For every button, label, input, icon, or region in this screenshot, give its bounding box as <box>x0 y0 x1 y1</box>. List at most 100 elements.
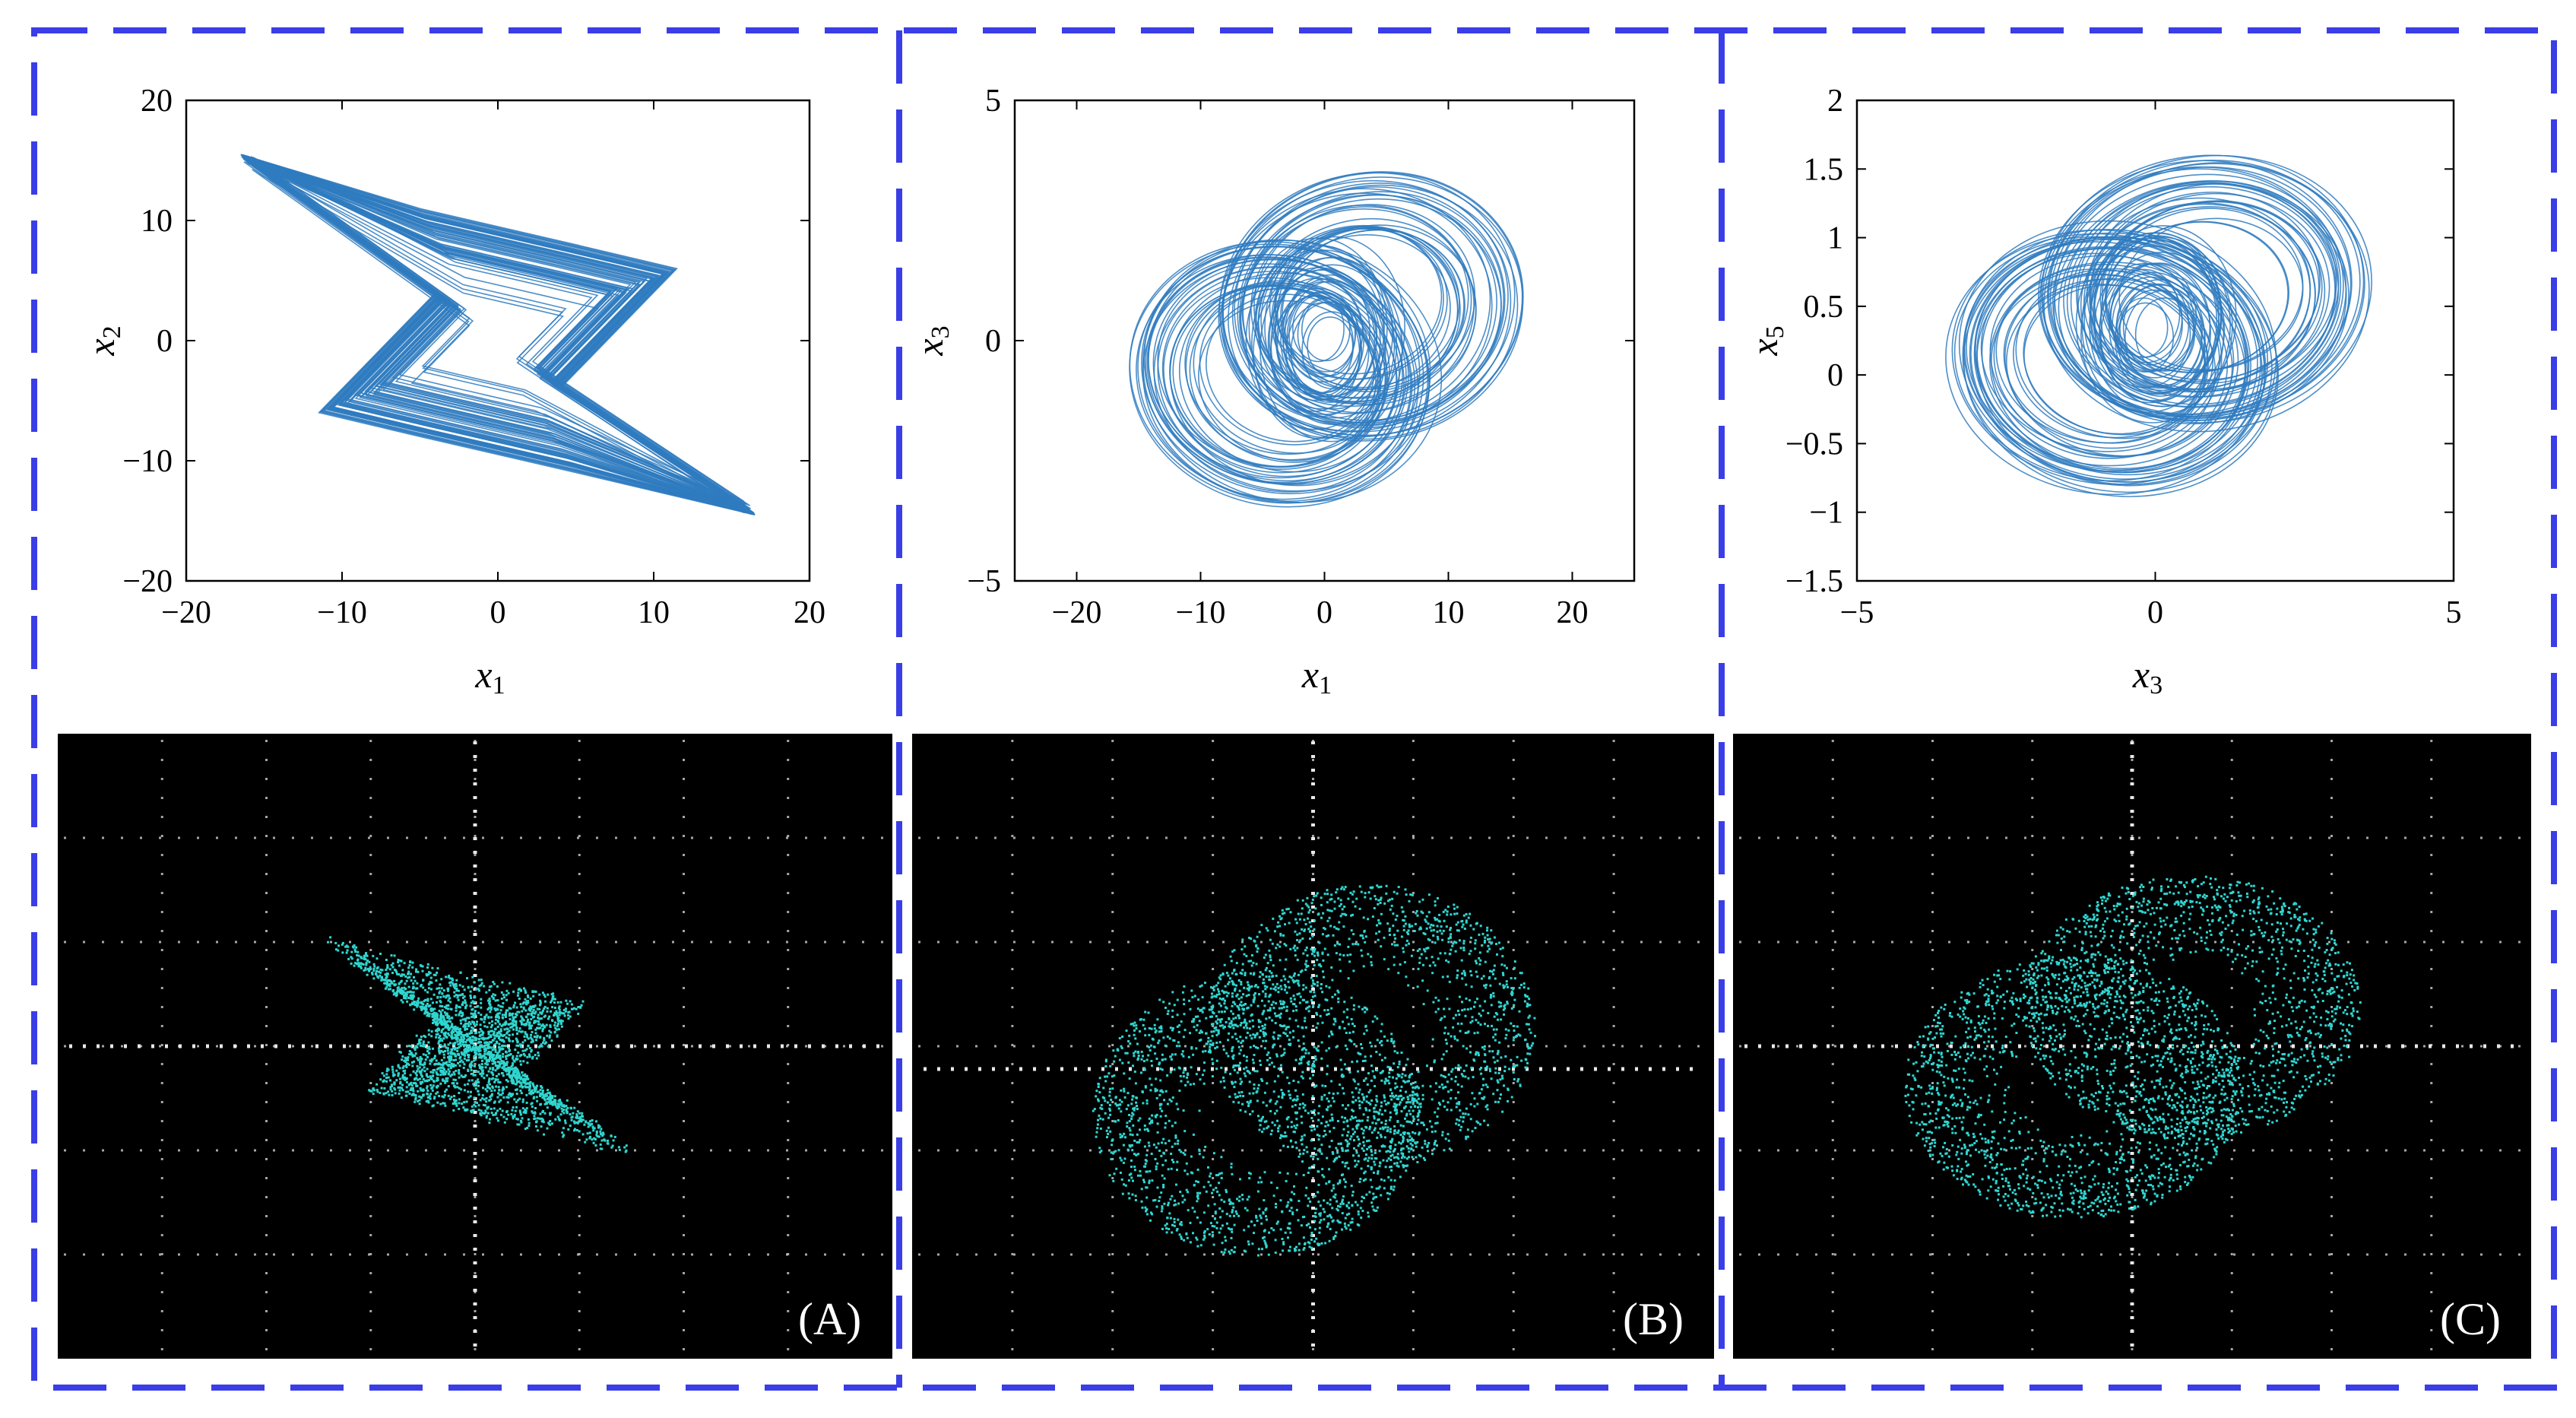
scope-dot <box>1326 953 1329 956</box>
scope-dot <box>416 1070 419 1073</box>
scope-dot <box>459 1010 462 1013</box>
scope-dot <box>1097 1118 1099 1121</box>
scope-dot <box>1107 1116 1110 1119</box>
scope-dot <box>420 1005 423 1008</box>
scope-dot <box>401 1089 404 1092</box>
scope-dot <box>1459 1109 1462 1112</box>
scope-dot <box>445 1035 448 1038</box>
scope-dot <box>1092 1109 1095 1112</box>
scope-dot <box>512 1070 515 1073</box>
scope-dot <box>401 987 404 990</box>
scope-dot <box>478 1064 480 1067</box>
scope-dot <box>421 1080 424 1083</box>
scope-dot <box>484 1104 486 1107</box>
scope-dot <box>548 1096 551 1099</box>
scope-dot <box>1474 1001 1477 1004</box>
scope-dot <box>1439 952 1442 955</box>
scope-dot <box>1118 1103 1121 1106</box>
scope-dot <box>440 1049 443 1052</box>
scope-dot <box>1231 1209 1234 1212</box>
scope-dot <box>1202 1238 1205 1241</box>
scope-dot <box>1196 1197 1199 1200</box>
scope-dot <box>1180 1237 1183 1240</box>
scope-dot <box>505 1050 507 1053</box>
y-tick-label: −5 <box>967 564 1001 599</box>
scope-dot <box>1425 915 1428 918</box>
scope-dot <box>385 974 388 977</box>
scope-dot <box>600 1128 603 1131</box>
scope-dot <box>1174 1053 1177 1056</box>
scope-dot <box>438 1029 440 1032</box>
scope-dot <box>1427 937 1430 941</box>
scope-dot <box>489 1058 492 1061</box>
scope-dot <box>1473 1105 1476 1108</box>
scope-dot <box>411 1064 414 1067</box>
scope-dot <box>1462 1074 1465 1077</box>
scope-dot <box>1218 997 1221 1000</box>
scope-dot <box>1424 950 1427 953</box>
scope-dot <box>1411 893 1414 896</box>
scope-dot <box>1265 1215 1267 1218</box>
scope-dot <box>1363 1158 1366 1161</box>
scope-dot <box>459 1045 462 1047</box>
scope-dot <box>1473 1005 1475 1008</box>
scope-dot <box>423 1063 426 1066</box>
scope-dot <box>453 1098 455 1101</box>
scope-dot <box>489 1118 491 1121</box>
scope-dot <box>561 1110 564 1113</box>
scope-dot <box>1147 1129 1150 1132</box>
scope-dot <box>1122 1161 1125 1164</box>
scope-dot <box>1405 1114 1408 1117</box>
scope-dot <box>430 982 433 984</box>
trajectory-core-loop <box>2090 225 2237 408</box>
scope-dot <box>1465 912 1468 915</box>
scope-dot <box>1357 1070 1359 1073</box>
scope-dot <box>1336 1200 1339 1203</box>
scope-dot <box>414 1072 417 1074</box>
scope-dot <box>458 1098 461 1101</box>
scope-dot <box>1298 1248 1301 1251</box>
scope-dot <box>1155 1096 1158 1099</box>
scope-dot <box>499 1063 502 1066</box>
scope-dot <box>1237 1199 1240 1202</box>
scope-dot <box>534 990 537 993</box>
scope-dot <box>442 1028 445 1031</box>
scope-dot <box>1275 947 1278 950</box>
scope-dot <box>1282 1135 1285 1138</box>
scope-dot <box>1207 1040 1210 1043</box>
scope-dot <box>1507 1099 1509 1102</box>
scope-dot <box>1370 1064 1373 1067</box>
scope-dot <box>1252 1033 1255 1036</box>
scope-dot <box>1168 1119 1171 1122</box>
scope-dot <box>1373 1196 1376 1199</box>
scope-dot <box>1193 1210 1196 1213</box>
scope-dot <box>1360 949 1363 952</box>
scope-dot <box>407 1083 410 1086</box>
scope-dot <box>486 1107 489 1110</box>
scope-dot <box>1378 1185 1381 1188</box>
scope-dot <box>401 1001 404 1004</box>
scope-dot <box>1332 1238 1336 1240</box>
scope-dot <box>532 1092 534 1095</box>
scope-dot <box>1097 1098 1099 1101</box>
scope-dot <box>1393 1162 1396 1165</box>
scope-dot <box>1341 1161 1344 1164</box>
scope-dot <box>461 993 464 996</box>
scope-dot <box>443 1093 446 1096</box>
scope-dot <box>513 1113 516 1116</box>
scope-dot <box>486 1063 490 1066</box>
scope-dot <box>1313 991 1316 994</box>
scope-dot <box>469 1095 472 1098</box>
scope-dot <box>388 979 391 982</box>
scope-dot <box>418 1077 421 1080</box>
scope-dot <box>505 1032 509 1035</box>
scope-dot <box>459 1030 461 1033</box>
scope-dot <box>467 1054 471 1057</box>
scope-dot <box>412 994 415 997</box>
scope-dot <box>1275 1186 1278 1189</box>
scope-dot <box>453 1036 456 1039</box>
scope-dot <box>1364 896 1367 899</box>
scope-dot <box>459 1019 462 1022</box>
scope-dot <box>1277 1127 1280 1130</box>
